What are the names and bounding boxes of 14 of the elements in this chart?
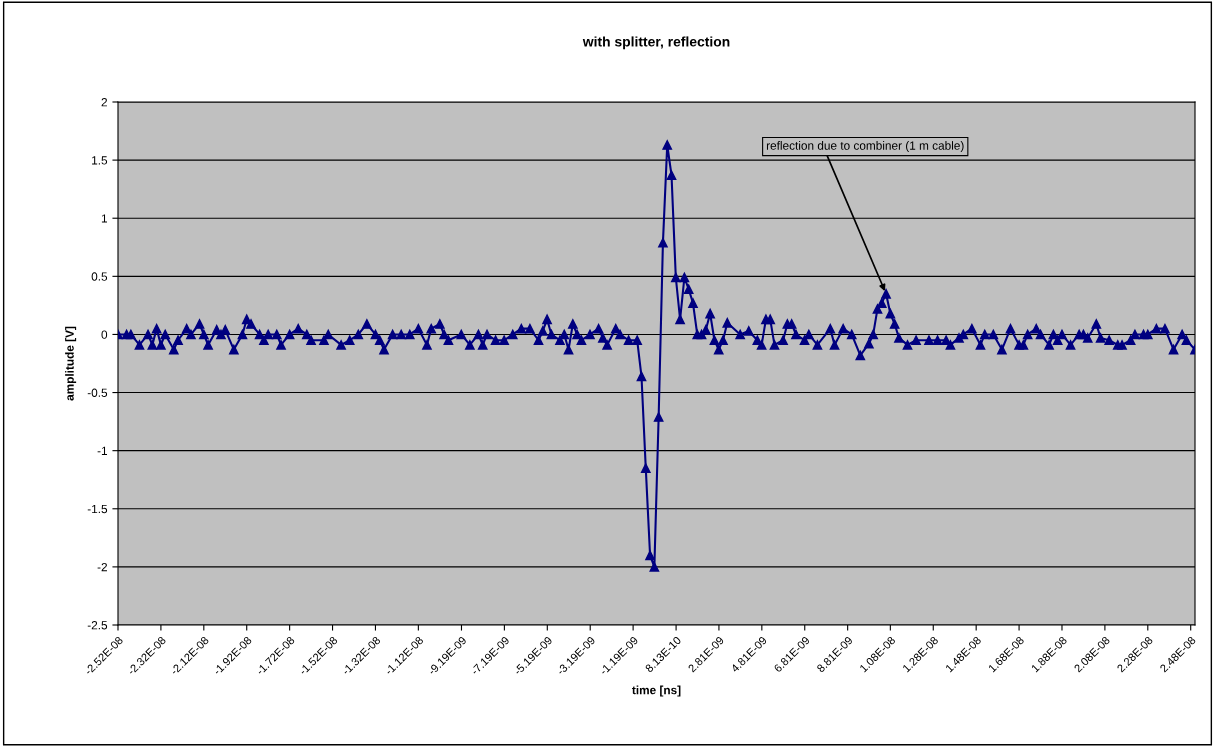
annotation: reflection due to combiner (1 m cable)	[766, 141, 964, 153]
y-tick-label: 0.5	[91, 272, 108, 281]
y-tick-label: 1	[101, 214, 108, 223]
x-axis-title: time [ns]	[632, 685, 681, 697]
y-tick-label: -2	[97, 562, 107, 572]
y-tick-label: 2	[101, 98, 107, 107]
y-tick-label: 1.5	[92, 156, 108, 165]
y-tick-label: -2.5	[87, 621, 108, 630]
y-axis-title: amplitude [V]	[65, 326, 77, 401]
chart-title: with splitter, reflection	[582, 36, 730, 50]
y-tick-label: -1	[97, 446, 108, 455]
y-tick-label: -1.5	[87, 504, 108, 514]
y-tick-label: -0.5	[87, 388, 108, 397]
y-tick-label: 0	[101, 330, 108, 339]
